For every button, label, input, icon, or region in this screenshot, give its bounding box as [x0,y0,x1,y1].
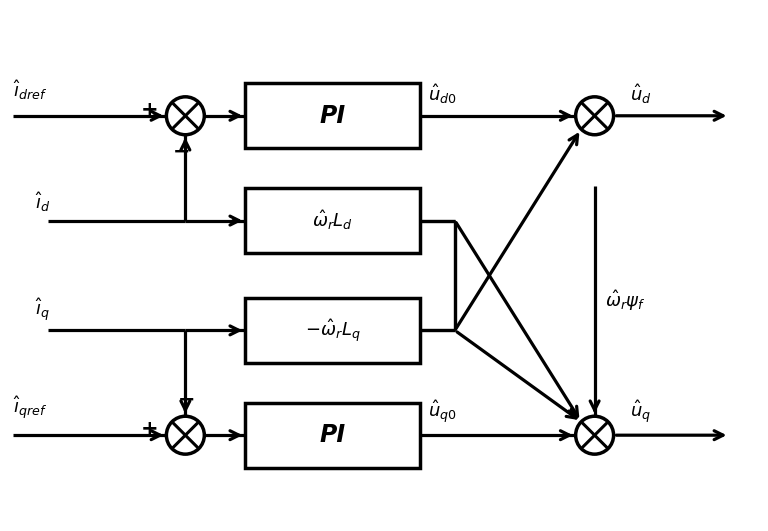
Text: $-\hat{\omega}_r L_q$: $-\hat{\omega}_r L_q$ [305,317,360,344]
Text: $\hat{\imath}_{qref}$: $\hat{\imath}_{qref}$ [13,394,47,421]
Circle shape [167,416,204,454]
Circle shape [167,97,204,135]
Bar [245,402,420,468]
Text: $\hat{u}_{d0}$: $\hat{u}_{d0}$ [428,82,457,106]
Text: $\hat{u}_q$: $\hat{u}_q$ [630,398,650,425]
Text: +: + [141,419,158,439]
Bar [245,188,420,253]
Text: PI: PI [319,423,346,447]
Text: −: − [173,142,190,162]
Text: $\hat{u}_{q0}$: $\hat{u}_{q0}$ [428,398,457,425]
Text: $\hat{\omega}_r L_d$: $\hat{\omega}_r L_d$ [312,209,353,233]
Circle shape [576,416,614,454]
Text: −: − [177,389,195,409]
Text: +: + [141,100,158,120]
Text: $\hat{u}_d$: $\hat{u}_d$ [630,82,651,106]
Bar [245,298,420,363]
Text: $\hat{\imath}_d$: $\hat{\imath}_d$ [35,190,50,213]
Bar [245,83,420,148]
Circle shape [576,97,614,135]
Text: $\hat{\imath}_{dref}$: $\hat{\imath}_{dref}$ [13,78,47,102]
Text: PI: PI [319,104,346,128]
Text: $\hat{\imath}_q$: $\hat{\imath}_q$ [35,296,49,323]
Text: $\hat{\omega}_r \psi_f$: $\hat{\omega}_r \psi_f$ [604,288,645,313]
